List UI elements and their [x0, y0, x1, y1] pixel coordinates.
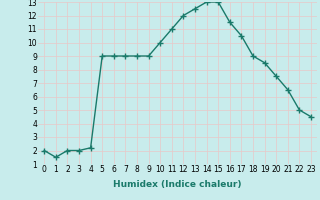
- X-axis label: Humidex (Indice chaleur): Humidex (Indice chaleur): [113, 180, 242, 189]
